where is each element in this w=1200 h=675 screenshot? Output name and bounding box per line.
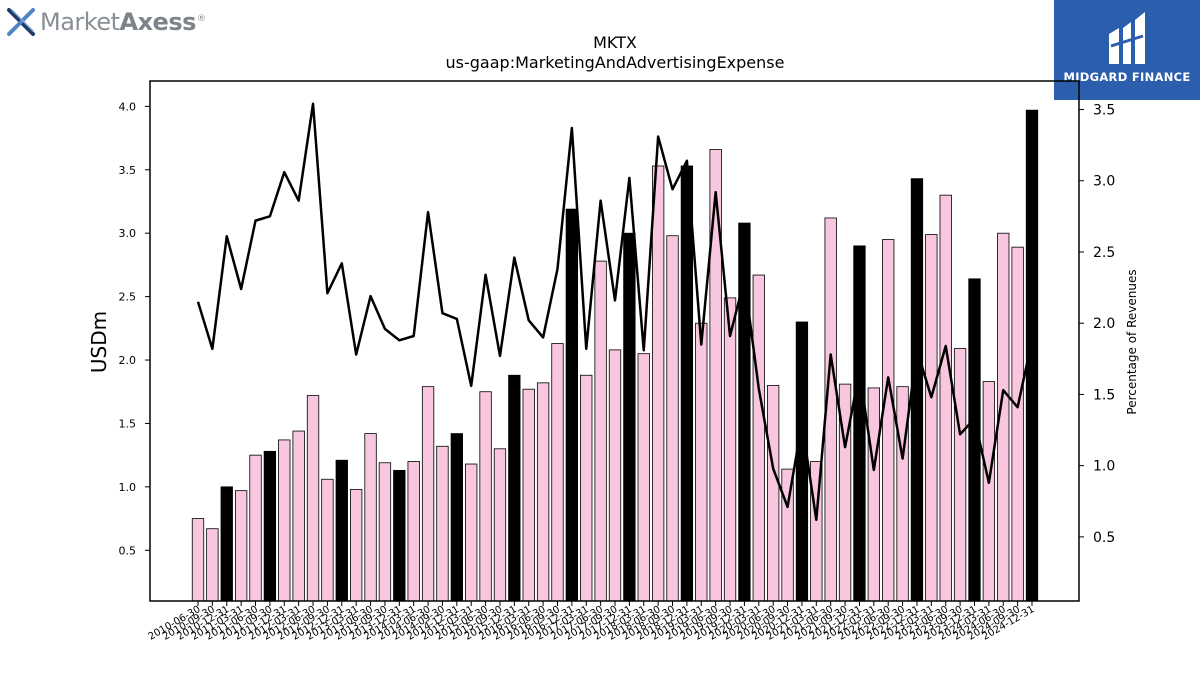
bar-2019-06-30 [709,149,722,602]
bar-2022-06-30 [882,239,895,602]
bar-2020-06-30 [767,384,780,602]
bar-2024-03-31 [982,381,996,602]
y2-tick-label: 3.0 [1093,174,1115,190]
bar-2023-06-30 [939,194,952,602]
bar-2011-03-31 [234,490,248,602]
bar-2011-09-30 [263,450,277,602]
bar-2013-09-30 [378,462,392,602]
bar-2014-06-30 [421,386,435,602]
bar-2016-12-31 [565,208,579,602]
bar-2015-12-31 [508,374,521,602]
chart-title: MKTX [593,33,637,52]
y-tick-label: 2.0 [119,354,137,367]
bar-2017-12-31 [623,232,636,602]
bar-2013-03-31 [350,488,363,602]
bar-2015-09-30 [493,448,507,602]
y2-tick-label: 2.5 [1093,245,1115,261]
y2-axis-label: Percentage of Revenues [1125,269,1139,414]
bar-2011-12-31 [278,439,291,602]
y-axis-label: USDm [87,311,111,373]
bar-2010-09-30 [206,528,219,602]
bar-2023-09-30 [953,348,967,602]
chart-subtitle: us-gaap:MarketingAndAdvertisingExpense [446,53,785,72]
midgard-emblem-icon [1109,12,1145,64]
bar-2013-06-30 [364,433,377,602]
y-tick-label: 1.0 [119,481,137,494]
y-tick-label: 0.5 [119,544,137,557]
bar-2012-06-30 [306,395,320,602]
bar-2024-09-30 [1011,246,1024,602]
bar-2017-09-30 [608,349,622,602]
y-tick-label: 1.5 [119,417,137,430]
bar-2015-03-31 [465,463,478,602]
bar-2023-03-31 [925,234,938,602]
bar-2010-12-31 [220,486,233,602]
bar-2017-06-30 [594,260,607,602]
bar-2012-12-31 [335,459,348,602]
bar-2021-12-31 [853,245,866,602]
y-tick-label: 4.0 [119,100,137,113]
bar-2017-03-31 [580,374,593,602]
bar-2016-03-31 [522,388,535,602]
bar-2018-06-30 [651,165,665,602]
bar-2012-03-31 [292,430,305,602]
bar-2014-09-30 [436,445,449,602]
bar-2010-06-30 [191,518,205,602]
plot-frame [149,80,1080,602]
y2-tick-label: 0.5 [1093,530,1115,546]
bar-2012-09-30 [321,478,334,602]
bar-2018-03-31 [637,353,650,602]
bar-2018-12-31 [680,165,694,602]
percentage-of-revenues-line [196,102,1034,522]
bar-2019-03-31 [695,322,708,602]
y2-tick-label: 1.5 [1093,387,1115,403]
bar-2019-09-30 [723,297,737,602]
y-tick-label: 3.0 [119,227,137,240]
y2-tick-label: 2.0 [1093,316,1115,332]
bar-2015-06-30 [479,391,492,602]
y2-tick-label: 1.0 [1093,459,1115,475]
bar-2020-12-31 [795,321,809,602]
bar-2020-03-31 [752,274,765,602]
y2-tick-label: 3.5 [1093,102,1115,118]
y-tick-label: 2.5 [119,291,137,304]
y-tick-label: 3.5 [119,164,137,177]
bar-2016-06-30 [536,382,550,602]
midgard-brand-text: MIDGARD FINANCE [1063,70,1191,84]
marketaxess-x-icon [7,8,35,36]
bar-2011-06-30 [249,454,262,602]
bar-2022-03-31 [867,387,880,602]
bar-2013-12-31 [393,469,406,602]
bar-2014-03-31 [407,461,420,602]
bar-2018-09-30 [666,235,679,602]
bar-2014-12-31 [450,433,463,602]
bar-2016-09-30 [551,343,564,602]
marketaxess-wordmark: MarketAxess® [40,8,206,36]
marketaxess-logo: MarketAxess® [6,6,206,38]
